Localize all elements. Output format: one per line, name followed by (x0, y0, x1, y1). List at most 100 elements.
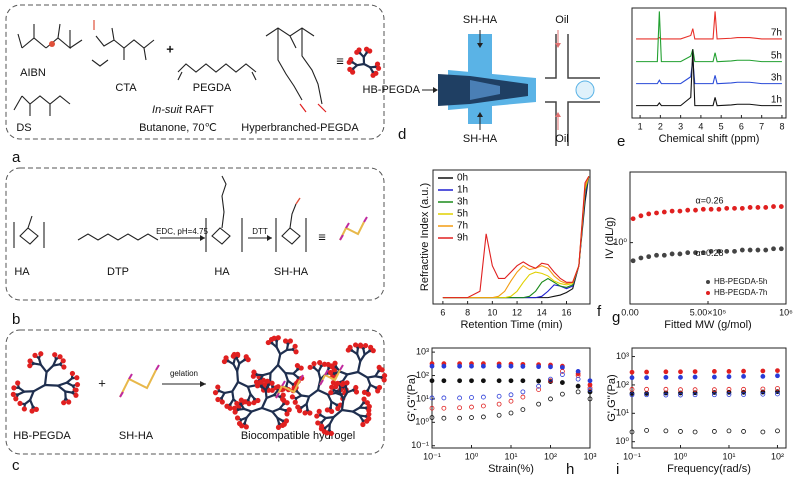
branch (56, 381, 68, 387)
series-line (636, 49, 782, 107)
point (771, 204, 776, 209)
x-tick-label: 6 (440, 307, 445, 317)
ds-structure (13, 95, 71, 116)
label: gelation (170, 369, 198, 378)
end-group (334, 380, 341, 386)
series-line (442, 176, 590, 299)
end-group (264, 378, 270, 384)
end-group (234, 400, 240, 407)
sh-ha-chain (339, 221, 365, 241)
point (548, 378, 553, 384)
legend-swatch (706, 280, 710, 284)
y-tick-label: 10³ (416, 346, 429, 356)
end-group (69, 370, 76, 377)
point (775, 391, 780, 397)
end-group (224, 403, 230, 409)
point (741, 373, 746, 379)
x-tick-label: 10² (771, 451, 784, 461)
end-group (57, 354, 63, 360)
end-group (315, 420, 321, 426)
point (677, 208, 683, 214)
point (469, 404, 474, 410)
x-tick-label: 5 (719, 121, 724, 131)
branch (284, 372, 289, 382)
x-tick-label: 5.00×10⁵ (690, 307, 727, 317)
point (663, 392, 669, 398)
hb-pegda-structure (265, 27, 323, 105)
end-group (269, 380, 275, 386)
thiol-arm (339, 364, 344, 371)
point (711, 387, 717, 393)
end-group (366, 407, 372, 413)
point (441, 415, 447, 421)
end-group (251, 369, 257, 375)
branch (276, 353, 282, 367)
vinyl (177, 71, 257, 81)
point (496, 412, 502, 418)
point (469, 415, 474, 420)
cta-structure (95, 27, 155, 61)
point (711, 374, 717, 380)
x-tick-label: 14 (537, 307, 547, 317)
point (678, 429, 683, 434)
point (755, 247, 761, 253)
end-group (13, 396, 19, 402)
point (663, 386, 669, 392)
point (629, 375, 635, 381)
end-group (352, 342, 359, 348)
thiol (295, 197, 301, 205)
point (469, 378, 474, 384)
point (693, 250, 698, 256)
end-group (27, 363, 33, 369)
branch (359, 353, 366, 363)
point (548, 376, 553, 382)
end-group (232, 405, 238, 411)
point (763, 205, 769, 210)
point (716, 248, 722, 254)
branch (362, 62, 372, 69)
point (629, 392, 635, 398)
point (469, 363, 474, 369)
label: ≡ (336, 53, 344, 68)
sh-ha-chain (119, 369, 157, 398)
end-group (366, 411, 372, 417)
end-group (374, 61, 381, 67)
branch (276, 363, 287, 375)
branch (269, 363, 280, 375)
point (548, 364, 553, 370)
y-axis-label: G',G''(Pa) (406, 374, 418, 421)
label: EDC, pH=4.75 (156, 227, 208, 236)
point (629, 429, 635, 435)
branch (305, 395, 311, 406)
point (429, 395, 435, 401)
end-group (234, 351, 241, 357)
branch (275, 346, 282, 356)
label: DTT (252, 227, 268, 236)
point (480, 378, 486, 384)
point (575, 383, 581, 389)
end-group (364, 418, 370, 424)
branch (342, 391, 349, 401)
end-group (379, 367, 385, 373)
branch (23, 398, 32, 406)
legend-label: 3h (771, 72, 782, 83)
end-group (33, 406, 39, 412)
y-axis-label: IV (dL/g) (604, 217, 616, 259)
point (760, 386, 766, 392)
end-group (356, 47, 362, 53)
x-axis-label: Fitted MW (g/mol) (664, 319, 751, 331)
end-group (311, 361, 317, 367)
x-tick-label: 7 (759, 121, 764, 131)
x-tick-label: 6 (739, 121, 744, 131)
end-group (324, 407, 330, 413)
legend-label: 5h (457, 209, 468, 220)
sh-ha-chain (275, 379, 301, 399)
vinyl (299, 103, 327, 113)
end-group (11, 385, 17, 391)
arrow-head (477, 112, 483, 117)
end-group (294, 362, 301, 369)
end-group (230, 353, 236, 359)
legend-label: 7h (457, 221, 468, 232)
branch (236, 362, 241, 373)
branch (366, 375, 377, 379)
